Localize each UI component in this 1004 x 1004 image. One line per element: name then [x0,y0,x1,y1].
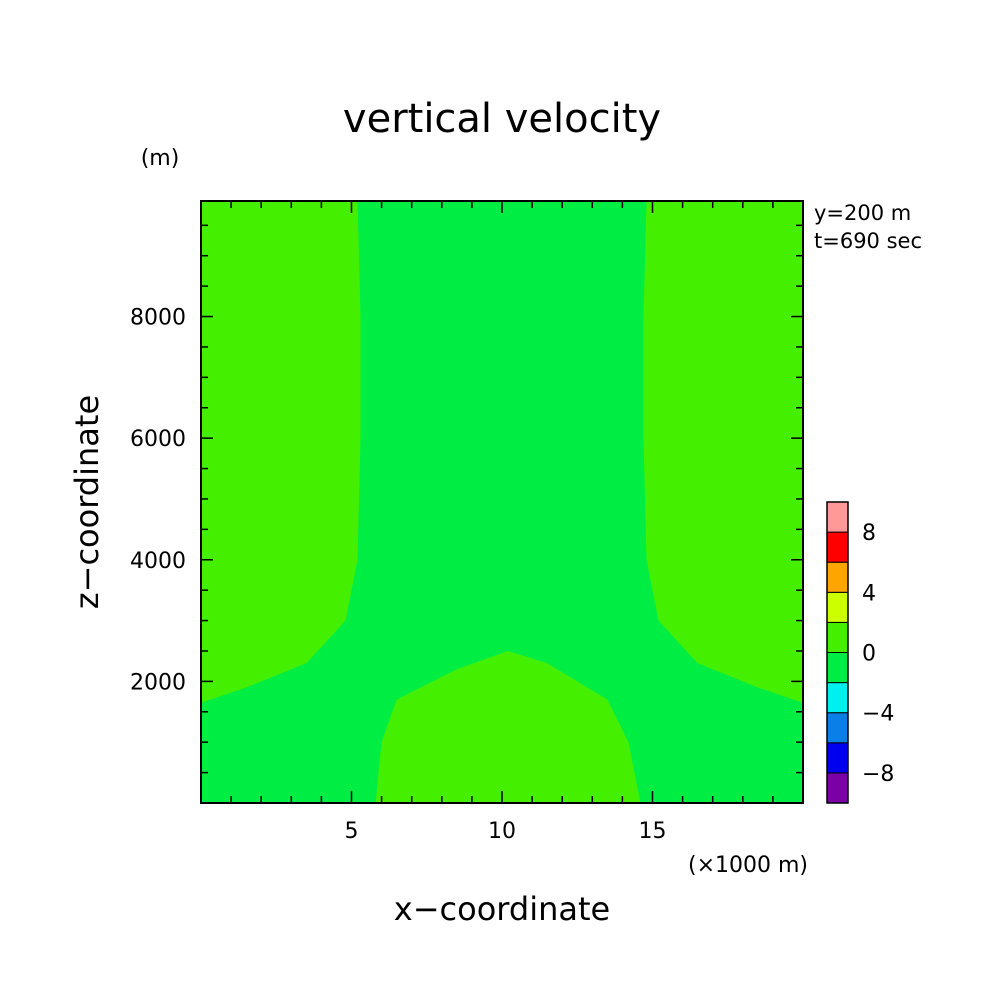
colorbar-label: −4 [862,702,894,727]
region-right-positive [643,201,803,703]
info-line-1: y=200 m [814,201,911,225]
y-tick-label: 6000 [130,427,186,452]
colorbar-label: 8 [862,521,876,546]
colorbar-swatch [826,621,849,654]
plot-area [200,200,804,804]
colorbar-swatch [826,682,849,714]
y-tick-label: 2000 [130,670,186,695]
x-tick-labels: 5 10 15 [345,819,667,844]
axis-ticks [201,201,803,803]
colorbar-swatch [826,652,849,684]
x-tick-label: 10 [488,819,516,844]
region-bottom-positive [375,651,641,803]
region-left-positive [201,201,361,703]
x-tick-label: 5 [345,819,359,844]
colorbar-swatch [826,591,849,623]
x-axis-label: x−coordinate [394,890,610,928]
colorbar-swatch [826,772,849,804]
colorbar-label: 4 [862,581,876,606]
colorbar: 8 4 0 −4 −8 [826,501,894,804]
colorbar-swatch [826,531,849,563]
x-unit-label: (×1000 m) [688,853,808,878]
y-tick-labels: 2000 4000 6000 8000 [130,306,186,696]
info-line-2: t=690 sec [814,229,922,253]
colorbar-label: 0 [862,642,876,667]
y-tick-label: 4000 [130,549,186,574]
colorbar-swatch [826,501,849,533]
y-axis-label: z−coordinate [68,395,106,609]
y-unit-label: (m) [141,146,180,171]
x-tick-label: 15 [639,819,667,844]
colorbar-swatch [826,742,849,774]
y-tick-label: 8000 [130,306,186,331]
colorbar-frame [826,501,849,804]
colorbar-swatch [826,561,849,593]
chart-title: vertical velocity [343,96,661,142]
colorbar-label: −8 [862,762,894,787]
contour-regions [201,201,803,803]
colorbar-swatch [826,712,849,744]
